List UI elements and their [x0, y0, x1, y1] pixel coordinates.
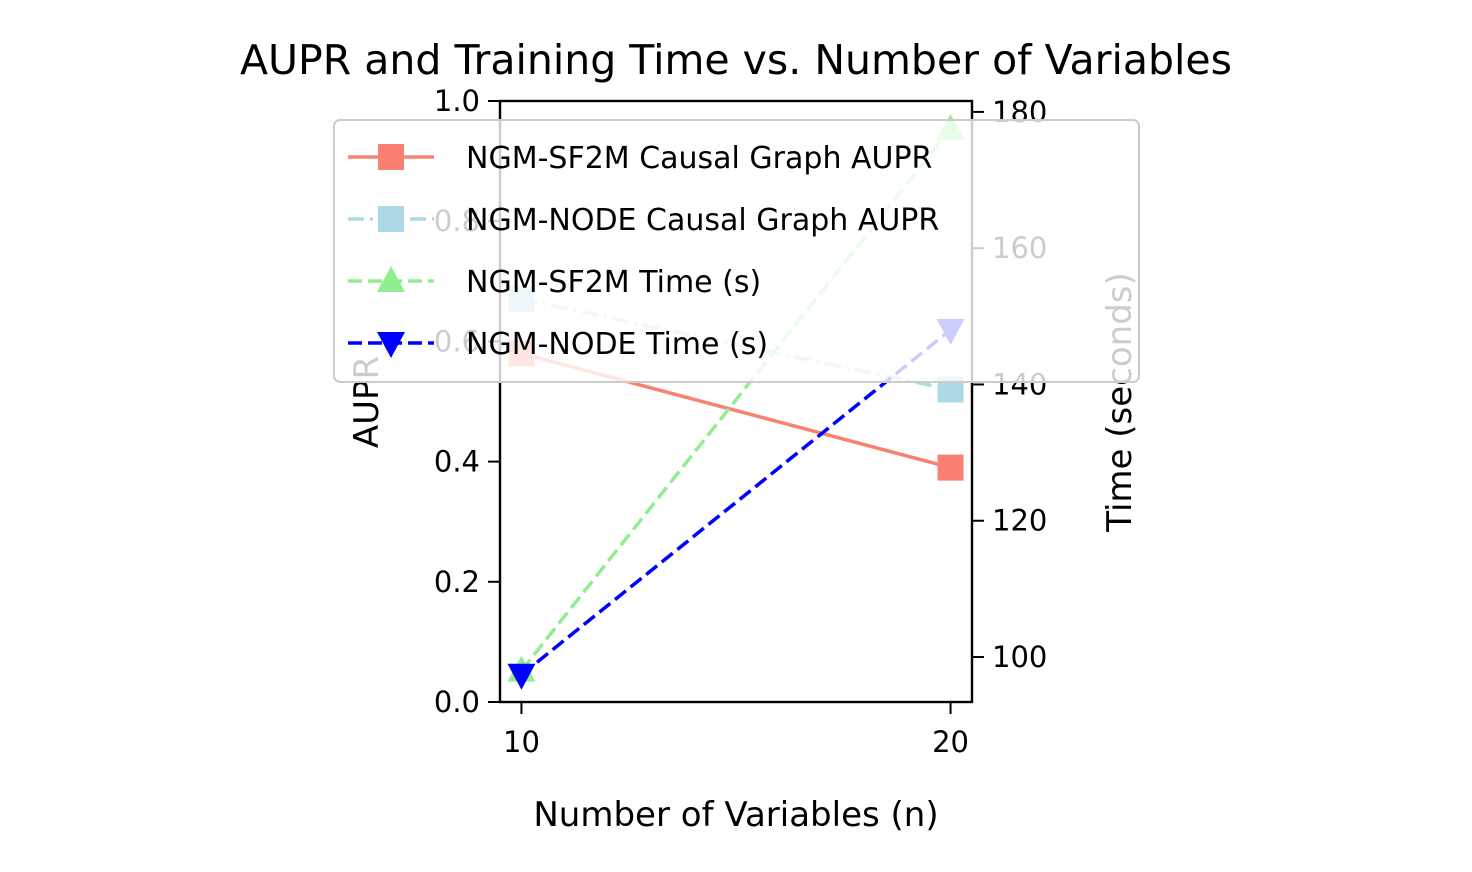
legend-entry: NGM-NODE Time (s)	[348, 327, 768, 362]
legend-marker	[377, 266, 405, 292]
legend-marker	[378, 206, 404, 232]
legend-label: NGM-NODE Causal Graph AUPR	[466, 203, 939, 238]
legend-box	[333, 119, 1140, 383]
x-axis-label: Number of Variables (n)	[533, 795, 938, 835]
legend-entry: NGM-SF2M Causal Graph AUPR	[348, 141, 932, 176]
legend-label: NGM-NODE Time (s)	[466, 327, 768, 362]
y-tick-label: 0.0	[434, 685, 480, 719]
x-tick-label: 20	[932, 725, 969, 759]
series-line	[520, 328, 952, 677]
legend-label: NGM-SF2M Time (s)	[466, 265, 761, 300]
legend-marker	[377, 332, 405, 358]
y-tick-label: 0.2	[434, 565, 480, 599]
legend-entry: NGM-SF2M Time (s)	[348, 265, 761, 300]
y-tick-label: 1.0	[434, 84, 480, 118]
x-axis-ticks: 10 20	[503, 702, 969, 759]
x-tick-label: 10	[503, 725, 540, 759]
legend-entry: NGM-NODE Causal Graph AUPR	[348, 203, 939, 238]
y-tick-label: 0.4	[434, 445, 480, 479]
y2-tick-label: 100	[992, 640, 1047, 674]
chart-title: AUPR and Training Time vs. Number of Var…	[240, 36, 1232, 84]
data-point	[507, 663, 536, 690]
legend-marker	[378, 144, 404, 170]
plot-frame	[498, 99, 974, 704]
data-point	[937, 454, 964, 481]
legend: NGM-SF2M Causal Graph AUPR NGM-NODE Causa…	[333, 119, 1140, 383]
y2-tick-label: 120	[992, 504, 1047, 538]
series-line	[520, 127, 952, 672]
legend-label: NGM-SF2M Causal Graph AUPR	[466, 141, 932, 176]
